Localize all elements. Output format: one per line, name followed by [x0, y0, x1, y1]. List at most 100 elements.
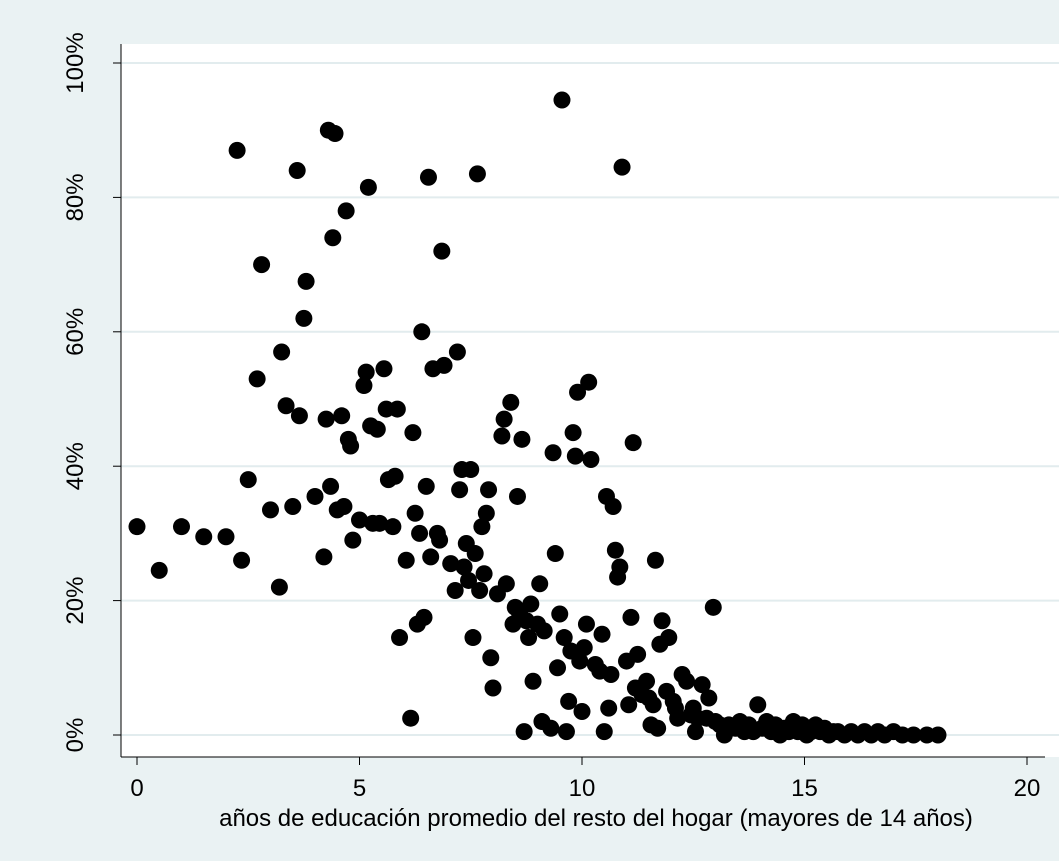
data-point: [375, 360, 393, 378]
data-point: [620, 696, 638, 714]
data-point: [513, 430, 531, 448]
data-point: [422, 548, 440, 566]
data-point: [326, 125, 344, 143]
data-point: [560, 692, 578, 710]
data-point: [602, 666, 620, 684]
data-point: [195, 528, 213, 546]
data-point: [475, 565, 493, 583]
data-point: [228, 141, 246, 159]
data-point: [629, 645, 647, 663]
x-tick-label: 15: [791, 775, 818, 802]
data-point: [686, 723, 704, 741]
data-point: [497, 575, 515, 593]
data-point: [471, 582, 489, 600]
data-point: [284, 498, 302, 516]
data-point: [173, 518, 190, 536]
data-point: [277, 397, 295, 415]
data-point: [551, 605, 569, 623]
data-point: [515, 723, 533, 741]
data-point: [397, 551, 415, 569]
data-point: [406, 504, 424, 522]
data-point: [442, 555, 460, 573]
data-point: [448, 343, 466, 361]
data-point: [391, 629, 409, 647]
data-point: [248, 370, 266, 388]
data-point: [435, 356, 453, 374]
y-tick-label: 80%: [62, 173, 89, 221]
y-tick-label: 0%: [62, 718, 89, 753]
data-point: [464, 629, 482, 647]
data-point: [413, 323, 431, 341]
data-point: [611, 558, 629, 576]
data-point: [290, 407, 308, 425]
data-point: [150, 561, 168, 579]
data-point: [582, 450, 600, 468]
data-point: [273, 343, 291, 361]
data-point: [660, 629, 678, 647]
data-point: [566, 447, 584, 465]
y-tick-label: 20%: [62, 577, 89, 625]
data-point: [351, 511, 368, 529]
data-point: [624, 434, 642, 452]
data-point: [495, 410, 513, 428]
data-point: [549, 659, 567, 677]
tick-labels: 0% 20% 40% 60% 80% 100% 0 5 10 15 20: [62, 32, 1040, 802]
data-point: [357, 363, 375, 381]
data-point: [905, 726, 923, 744]
data-point: [542, 719, 560, 737]
data-point: [929, 726, 947, 744]
data-point: [522, 595, 540, 613]
data-point: [386, 467, 404, 485]
data-point: [128, 518, 146, 536]
data-point: [411, 524, 429, 542]
data-point: [646, 551, 664, 569]
data-point: [306, 487, 324, 505]
data-point: [402, 709, 420, 727]
data-point: [462, 461, 480, 479]
data-point: [477, 504, 495, 522]
data-point: [573, 702, 591, 720]
data-point: [482, 649, 500, 667]
data-point: [342, 437, 360, 455]
data-point: [239, 471, 257, 489]
data-point: [322, 477, 340, 495]
data-point: [433, 242, 451, 260]
y-tick-label: 100%: [62, 32, 89, 93]
data-point: [217, 528, 235, 546]
x-tick-label: 10: [569, 775, 596, 802]
data-point: [417, 477, 435, 495]
data-point: [233, 551, 251, 569]
data-point: [335, 498, 353, 516]
data-point: [649, 719, 667, 737]
data-point: [653, 612, 671, 630]
data-point: [520, 629, 538, 647]
data-point: [253, 256, 271, 274]
data-point: [575, 639, 593, 657]
data-point: [604, 498, 622, 516]
data-point: [546, 545, 564, 563]
data-point: [337, 202, 355, 220]
data-point: [315, 548, 333, 566]
data-point: [288, 162, 306, 180]
plot-area: [121, 44, 1059, 757]
data-point: [415, 608, 433, 626]
data-point: [484, 679, 502, 697]
data-point: [466, 545, 484, 563]
data-point: [600, 699, 618, 717]
data-point: [606, 541, 624, 559]
data-point: [451, 481, 469, 499]
data-point: [622, 608, 640, 626]
data-point: [355, 377, 373, 395]
data-point: [700, 689, 718, 707]
y-tick-label: 60%: [62, 308, 89, 356]
data-point: [638, 672, 656, 690]
data-point: [508, 487, 526, 505]
data-point: [564, 424, 582, 442]
data-point: [571, 652, 589, 670]
y-tick-label: 40%: [62, 442, 89, 490]
data-point: [446, 582, 464, 600]
data-point: [295, 309, 313, 327]
x-axis-title: años de educación promedio del resto del…: [219, 805, 973, 832]
data-point: [419, 168, 437, 186]
data-point: [493, 427, 511, 445]
